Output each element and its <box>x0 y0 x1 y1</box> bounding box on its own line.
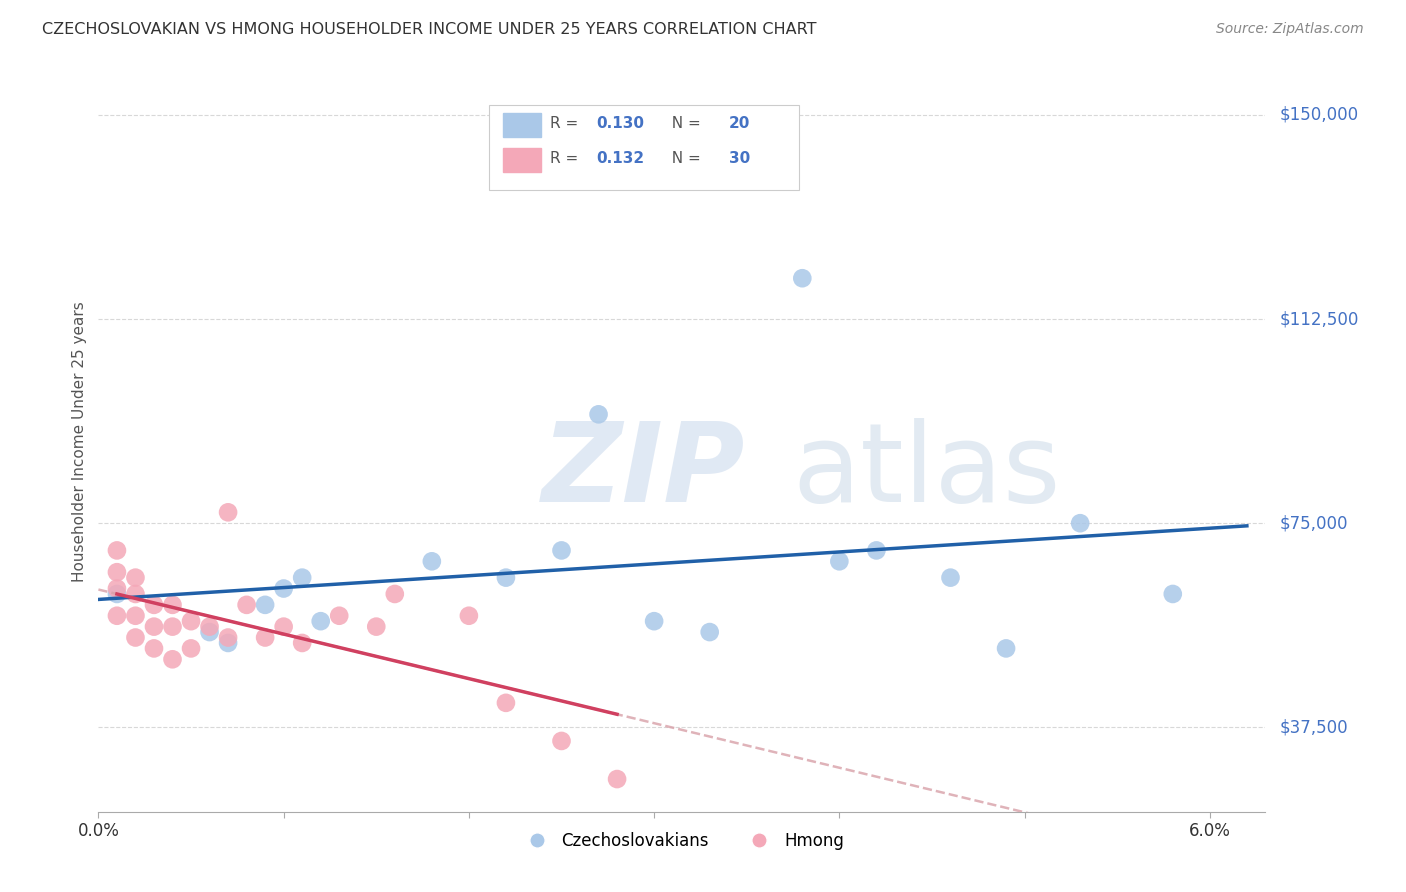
Point <box>792 271 814 285</box>
Text: R =: R = <box>550 116 583 131</box>
Point <box>180 641 202 656</box>
Bar <box>503 148 541 172</box>
Y-axis label: Householder Income Under 25 years: Householder Income Under 25 years <box>72 301 87 582</box>
Point <box>457 608 479 623</box>
Text: ZIP: ZIP <box>541 417 745 524</box>
Text: CZECHOSLOVAKIAN VS HMONG HOUSEHOLDER INCOME UNDER 25 YEARS CORRELATION CHART: CZECHOSLOVAKIAN VS HMONG HOUSEHOLDER INC… <box>42 22 817 37</box>
Point <box>1069 516 1091 531</box>
Point <box>143 598 166 612</box>
Point <box>699 625 721 640</box>
Point <box>198 625 221 640</box>
Point <box>124 587 146 601</box>
Text: 30: 30 <box>728 152 749 166</box>
Point <box>1161 587 1184 601</box>
Point <box>217 636 239 650</box>
Text: $37,500: $37,500 <box>1279 718 1348 736</box>
Point <box>105 565 128 579</box>
Text: N =: N = <box>662 116 706 131</box>
Point <box>124 631 146 645</box>
Point <box>254 631 277 645</box>
Point <box>105 587 128 601</box>
Text: 0.130: 0.130 <box>596 116 645 131</box>
Point <box>495 696 517 710</box>
Point <box>309 614 332 628</box>
Text: 20: 20 <box>728 116 749 131</box>
Point <box>180 614 202 628</box>
Point <box>495 571 517 585</box>
Point <box>550 543 572 558</box>
Text: Source: ZipAtlas.com: Source: ZipAtlas.com <box>1216 22 1364 37</box>
Text: $75,000: $75,000 <box>1279 514 1348 533</box>
Point <box>995 641 1018 656</box>
Point <box>217 631 239 645</box>
FancyBboxPatch shape <box>489 104 799 190</box>
Point <box>939 571 962 585</box>
Point <box>273 582 295 596</box>
Point <box>124 571 146 585</box>
Point <box>291 636 314 650</box>
Point <box>162 598 184 612</box>
Point <box>105 582 128 596</box>
Point <box>865 543 887 558</box>
Point <box>291 571 314 585</box>
Text: atlas: atlas <box>793 417 1062 524</box>
Legend: Czechoslovakians, Hmong: Czechoslovakians, Hmong <box>513 825 851 856</box>
Point <box>828 554 851 568</box>
Point <box>124 608 146 623</box>
Point <box>235 598 257 612</box>
Point <box>105 608 128 623</box>
Point <box>143 641 166 656</box>
Text: $112,500: $112,500 <box>1279 310 1358 328</box>
Point <box>328 608 350 623</box>
Text: N =: N = <box>662 152 706 166</box>
Bar <box>503 112 541 136</box>
Text: $150,000: $150,000 <box>1279 106 1358 124</box>
Point <box>217 505 239 519</box>
Point <box>366 619 388 633</box>
Point <box>643 614 665 628</box>
Point <box>273 619 295 633</box>
Point <box>162 619 184 633</box>
Text: R =: R = <box>550 152 583 166</box>
Text: 0.132: 0.132 <box>596 152 645 166</box>
Point <box>143 619 166 633</box>
Point <box>588 407 610 421</box>
Point <box>384 587 406 601</box>
Point <box>162 652 184 666</box>
Point <box>606 772 628 786</box>
Point <box>254 598 277 612</box>
Point <box>550 734 572 748</box>
Point <box>198 619 221 633</box>
Point <box>420 554 443 568</box>
Point <box>105 543 128 558</box>
